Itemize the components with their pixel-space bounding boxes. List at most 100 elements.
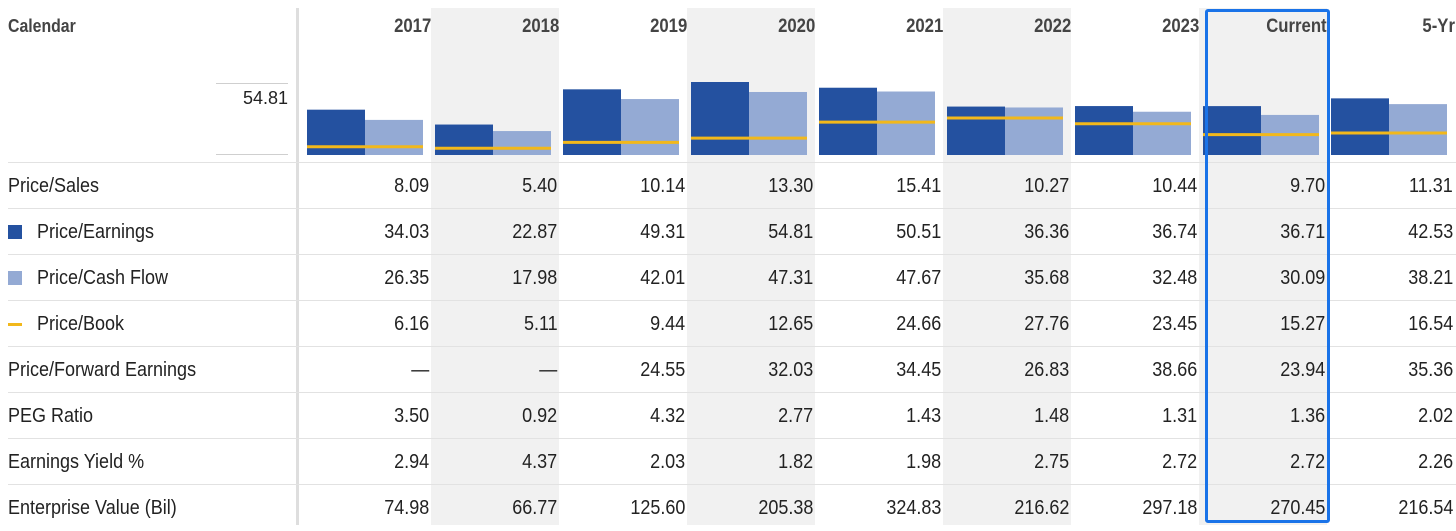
bar-price-earnings-current <box>1203 106 1261 155</box>
table-cell: 34.03 <box>303 209 431 255</box>
row-label-price-book: Price/Book <box>8 301 134 347</box>
table-cell: 11.31 <box>1327 163 1455 209</box>
cell-value: 26.83 <box>1024 358 1070 381</box>
bar-price-earnings-5-yr <box>1331 98 1389 155</box>
bar-price-cash-flow-2019 <box>621 99 679 155</box>
table-cell: 4.32 <box>559 393 687 439</box>
table-cell: 24.55 <box>559 347 687 393</box>
cell-value: 30.09 <box>1280 266 1326 289</box>
cell-value: 10.14 <box>640 174 686 197</box>
valuation-mini-chart <box>307 82 1447 155</box>
cell-value: 270.45 <box>1270 496 1326 519</box>
row-label-text: Enterprise Value (Bil) <box>8 496 177 519</box>
cell-value: 2.94 <box>394 450 430 473</box>
cell-value: 38.66 <box>1152 358 1198 381</box>
cell-value: 36.36 <box>1024 220 1070 243</box>
row-label-text: Price/Cash Flow <box>37 266 169 289</box>
table-cell: 3.50 <box>303 393 431 439</box>
row-divider <box>8 208 1456 209</box>
row-label-price-forward-earnings: Price/Forward Earnings <box>8 347 217 393</box>
table-cell: 36.74 <box>1071 209 1199 255</box>
cell-value: 35.68 <box>1024 266 1070 289</box>
legend-swatch-price-cash-flow <box>8 271 22 285</box>
cell-value: 10.27 <box>1024 174 1070 197</box>
cell-value: 24.66 <box>896 312 942 335</box>
cell-value: 17.98 <box>512 266 558 289</box>
cell-value: 24.55 <box>640 358 686 381</box>
table-cell: 4.37 <box>431 439 559 485</box>
row-divider <box>8 254 1456 255</box>
table-cell: 22.87 <box>431 209 559 255</box>
column-header-2022: 2022 <box>943 16 1071 38</box>
row-divider <box>8 392 1456 393</box>
cell-value: 74.98 <box>384 496 430 519</box>
cell-value: 23.45 <box>1152 312 1198 335</box>
row-label-price-sales: Price/Sales <box>8 163 109 209</box>
table-cell: 50.51 <box>815 209 943 255</box>
cell-value: 1.43 <box>906 404 942 427</box>
cell-value: 26.35 <box>384 266 430 289</box>
cell-value: 1.48 <box>1034 404 1070 427</box>
cell-value: 49.31 <box>640 220 686 243</box>
cell-value: 216.54 <box>1398 496 1454 519</box>
table-cell: 13.30 <box>687 163 815 209</box>
table-cell: 2.77 <box>687 393 815 439</box>
cell-value: 34.03 <box>384 220 430 243</box>
bar-price-cash-flow-5-yr <box>1389 104 1447 155</box>
cell-value: 1.31 <box>1162 404 1198 427</box>
cell-value: 27.76 <box>1024 312 1070 335</box>
table-cell: 1.82 <box>687 439 815 485</box>
table-cell: 23.45 <box>1071 301 1199 347</box>
cell-value: 11.31 <box>1409 174 1454 197</box>
cell-value: 3.50 <box>394 404 430 427</box>
cell-value: 216.62 <box>1014 496 1070 519</box>
table-cell: 38.66 <box>1071 347 1199 393</box>
cell-value: 8.09 <box>394 174 430 197</box>
cell-value: 66.77 <box>512 496 558 519</box>
table-cell: 6.16 <box>303 301 431 347</box>
row-label-text: Price/Earnings <box>37 220 155 243</box>
table-cell: 1.36 <box>1199 393 1327 439</box>
table-cell: 2.94 <box>303 439 431 485</box>
axis-guide-line <box>216 154 288 155</box>
cell-value: 13.30 <box>768 174 814 197</box>
table-cell: 15.27 <box>1199 301 1327 347</box>
cell-value: 2.03 <box>650 450 686 473</box>
column-header-label: 2022 <box>1033 16 1071 37</box>
bar-price-earnings-2022 <box>947 106 1005 155</box>
cell-value: 2.26 <box>1418 450 1454 473</box>
cell-value: 2.75 <box>1034 450 1070 473</box>
table-cell: 216.54 <box>1327 485 1455 531</box>
cell-value: 36.71 <box>1280 220 1326 243</box>
cell-value: 54.81 <box>768 220 814 243</box>
row-label-text: Price/Sales <box>8 174 100 197</box>
table-cell: 125.60 <box>559 485 687 531</box>
row-divider <box>8 484 1456 485</box>
row-divider <box>8 162 1456 163</box>
cell-value: 23.94 <box>1280 358 1326 381</box>
cell-value: 2.02 <box>1418 404 1454 427</box>
row-label-text: Price/Forward Earnings <box>8 358 197 381</box>
table-cell: 66.77 <box>431 485 559 531</box>
column-header-label: 2017 <box>393 16 431 37</box>
table-cell: 2.26 <box>1327 439 1455 485</box>
cell-value: 35.36 <box>1408 358 1454 381</box>
table-cell: 1.43 <box>815 393 943 439</box>
table-cell: 17.98 <box>431 255 559 301</box>
table-cell: 42.01 <box>559 255 687 301</box>
bar-price-earnings-2020 <box>691 82 749 155</box>
cell-value: 4.32 <box>650 404 686 427</box>
cell-value: 5.40 <box>522 174 558 197</box>
table-cell: 297.18 <box>1071 485 1199 531</box>
column-header-2021: 2021 <box>815 16 943 38</box>
column-header-label: 2021 <box>905 16 943 37</box>
table-cell: 15.41 <box>815 163 943 209</box>
table-cell: 36.71 <box>1199 209 1327 255</box>
calendar-header: Calendar <box>8 16 76 36</box>
cell-value: 5.11 <box>523 312 558 335</box>
cell-value: 32.48 <box>1152 266 1198 289</box>
cell-value: 6.16 <box>394 312 430 335</box>
cell-value: 324.83 <box>886 496 942 519</box>
row-label-text: Price/Book <box>37 312 125 335</box>
